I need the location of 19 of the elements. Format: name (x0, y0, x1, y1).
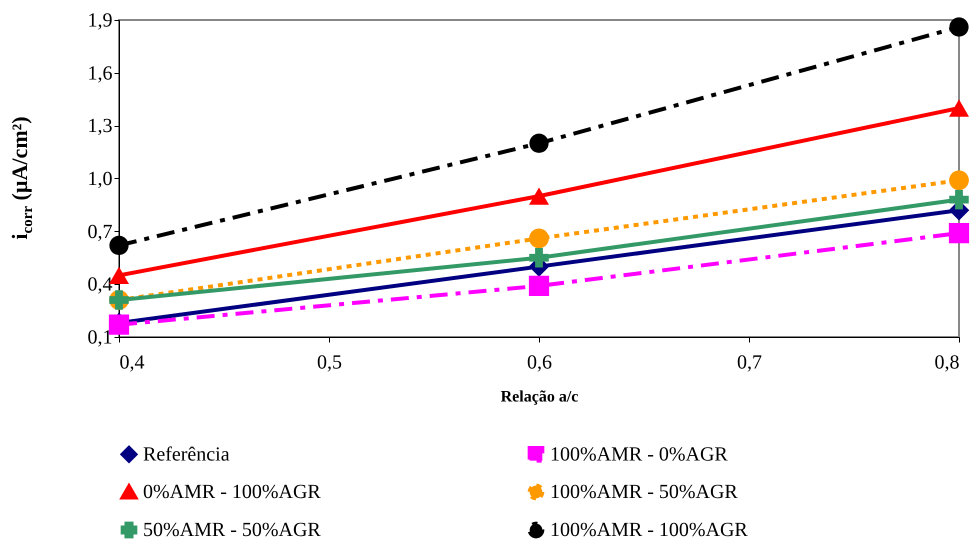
x-tick-label: 0,6 (527, 352, 552, 374)
legend-label: 100%AMR - 50%AGR (550, 481, 738, 503)
y-tick-label: 1,3 (88, 115, 112, 138)
x-tick-label: 0,8 (934, 352, 960, 374)
legend-label: 50%AMR - 50%AGR (143, 519, 322, 541)
x-tick-label: 0,7 (737, 352, 762, 374)
legend-label: 100%AMR - 0%AGR (550, 443, 728, 466)
x-axis-title: Relação a/c (500, 388, 578, 406)
legend-label: Referência (143, 443, 230, 466)
y-tick-label: 0,7 (88, 220, 112, 243)
legend-label: 0%AMR - 100%AGR (143, 481, 322, 503)
y-tick-label: 1,0 (88, 168, 112, 190)
y-tick-label: 1,6 (88, 62, 112, 84)
legend-label: 100%AMR - 100%AGR (550, 519, 748, 541)
y-tick-label: 0,1 (88, 326, 112, 348)
x-tick-label: 0,5 (317, 352, 342, 374)
y-tick-label: 0,4 (88, 274, 112, 296)
x-tick-label: 0,4 (120, 352, 144, 374)
y-tick-label: 1,9 (88, 10, 112, 32)
